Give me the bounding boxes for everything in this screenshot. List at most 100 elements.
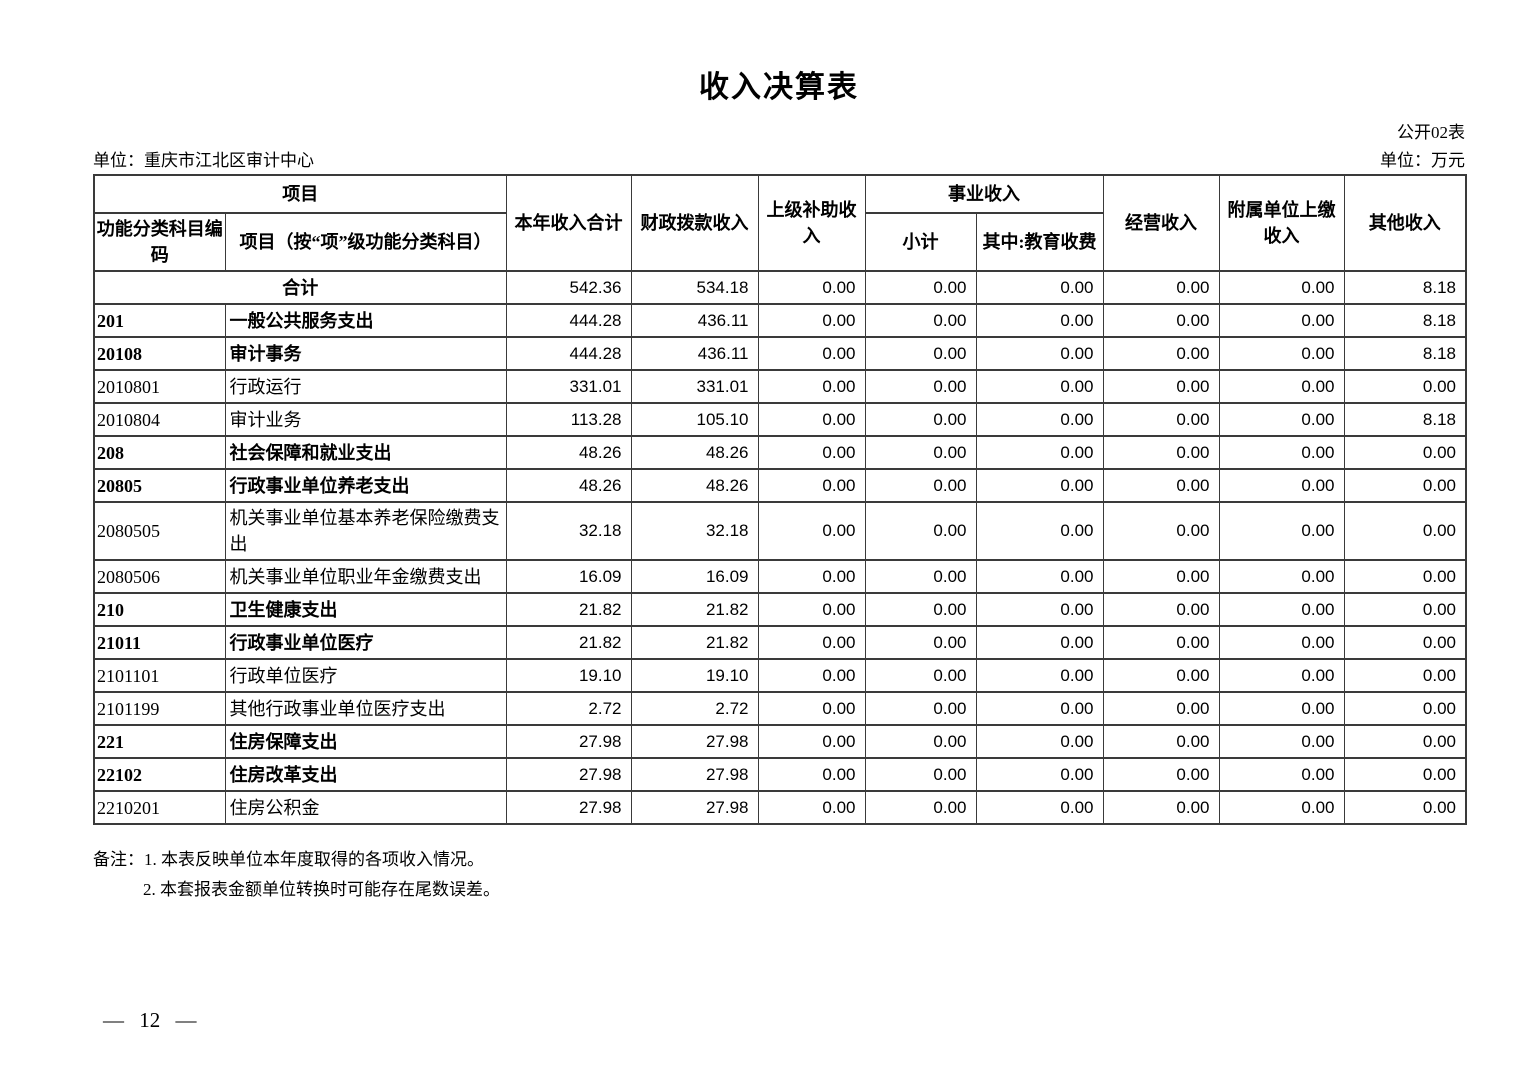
row-value: 0.00 bbox=[1343, 592, 1467, 627]
row-value: 0.00 bbox=[1102, 468, 1220, 503]
row-name: 其他行政事业单位医疗支出 bbox=[224, 691, 507, 726]
row-value: 21.82 bbox=[505, 592, 632, 627]
table-row: 21011 行政事业单位医疗 21.82 21.82 0.00 0.00 0.00 0.00 0… bbox=[93, 625, 1467, 660]
row-value: 0.00 bbox=[864, 559, 977, 594]
page-number: — 12 — bbox=[103, 1008, 197, 1032]
row-value: 0.00 bbox=[975, 625, 1104, 660]
row-value: 0.00 bbox=[975, 757, 1104, 792]
row-value: 0.00 bbox=[975, 501, 1104, 561]
row-code: 22102 bbox=[93, 757, 226, 792]
header-subtotal: 小计 bbox=[864, 212, 977, 272]
row-value: 0.00 bbox=[1343, 625, 1467, 660]
row-code: 2080506 bbox=[93, 559, 226, 594]
row-name: 机关事业单位职业年金缴费支出 bbox=[224, 559, 507, 594]
row-value: 21.82 bbox=[630, 625, 759, 660]
table-row: 2010801 行政运行 331.01 331.01 0.00 0.00 0.00 0.00 0… bbox=[93, 369, 1467, 404]
row-value: 436.11 bbox=[630, 336, 759, 371]
row-value: 21.82 bbox=[630, 592, 759, 627]
row-code: 2010804 bbox=[93, 402, 226, 437]
row-value: 0.00 bbox=[1102, 303, 1220, 338]
row-value: 0.00 bbox=[1102, 691, 1220, 726]
row-name: 住房公积金 bbox=[224, 790, 507, 825]
row-name: 审计业务 bbox=[224, 402, 507, 437]
row-value: 0.00 bbox=[1102, 369, 1220, 404]
header-other-income: 其他收入 bbox=[1343, 174, 1467, 272]
row-value: 0.00 bbox=[975, 592, 1104, 627]
table-row: 20805 行政事业单位养老支出 48.26 48.26 0.00 0.00 0.00 0.0… bbox=[93, 468, 1467, 503]
row-code: 2101101 bbox=[93, 658, 226, 693]
row-value: 8.18 bbox=[1343, 270, 1467, 305]
table-row: 2080506 机关事业单位职业年金缴费支出 16.09 16.09 0.00 0.00 0… bbox=[93, 559, 1467, 594]
row-value: 0.00 bbox=[1343, 790, 1467, 825]
row-value: 0.00 bbox=[1218, 790, 1345, 825]
row-value: 8.18 bbox=[1343, 402, 1467, 437]
row-value: 0.00 bbox=[1102, 790, 1220, 825]
row-value: 331.01 bbox=[630, 369, 759, 404]
row-code: 2101199 bbox=[93, 691, 226, 726]
row-value: 0.00 bbox=[1102, 270, 1220, 305]
table-row: 合计 542.36 534.18 0.00 0.00 0.00 0.00 0.00 8.18 bbox=[93, 270, 1467, 305]
row-value: 0.00 bbox=[864, 501, 977, 561]
row-value: 16.09 bbox=[505, 559, 632, 594]
page-title: 收入决算表 bbox=[699, 71, 859, 104]
row-value: 444.28 bbox=[505, 303, 632, 338]
row-value: 0.00 bbox=[1218, 501, 1345, 561]
row-value: 0.00 bbox=[757, 468, 866, 503]
row-value: 0.00 bbox=[1343, 757, 1467, 792]
row-name: 审计事务 bbox=[224, 336, 507, 371]
row-value: 0.00 bbox=[1218, 369, 1345, 404]
row-value: 0.00 bbox=[975, 468, 1104, 503]
table-row: 221 住房保障支出 27.98 27.98 0.00 0.00 0.00 0.00 0.00 0… bbox=[93, 724, 1467, 759]
row-value: 0.00 bbox=[757, 691, 866, 726]
row-value: 48.26 bbox=[630, 468, 759, 503]
row-value: 0.00 bbox=[975, 270, 1104, 305]
row-value: 0.00 bbox=[1102, 501, 1220, 561]
row-value: 0.00 bbox=[1218, 658, 1345, 693]
row-name: 社会保障和就业支出 bbox=[224, 435, 507, 470]
row-value: 2.72 bbox=[630, 691, 759, 726]
row-name: 行政事业单位养老支出 bbox=[224, 468, 507, 503]
row-value: 0.00 bbox=[1343, 468, 1467, 503]
header-superior-subsidy: 上级补助收入 bbox=[757, 174, 866, 272]
row-value: 16.09 bbox=[630, 559, 759, 594]
row-value: 0.00 bbox=[864, 790, 977, 825]
table-row: 2101199 其他行政事业单位医疗支出 2.72 2.72 0.00 0.00 0.00 0… bbox=[93, 691, 1467, 726]
row-value: 0.00 bbox=[864, 592, 977, 627]
row-value: 0.00 bbox=[975, 303, 1104, 338]
row-value: 0.00 bbox=[1218, 691, 1345, 726]
row-value: 0.00 bbox=[975, 369, 1104, 404]
row-value: 2.72 bbox=[505, 691, 632, 726]
row-name: 卫生健康支出 bbox=[224, 592, 507, 627]
row-value: 48.26 bbox=[505, 435, 632, 470]
row-value: 0.00 bbox=[1343, 501, 1467, 561]
row-value: 113.28 bbox=[505, 402, 632, 437]
row-value: 19.10 bbox=[505, 658, 632, 693]
row-value: 0.00 bbox=[864, 336, 977, 371]
row-value: 48.26 bbox=[505, 468, 632, 503]
row-code: 20805 bbox=[93, 468, 226, 503]
row-value: 105.10 bbox=[630, 402, 759, 437]
row-value: 0.00 bbox=[757, 270, 866, 305]
row-value: 0.00 bbox=[1218, 270, 1345, 305]
table-row: 2101101 行政单位医疗 19.10 19.10 0.00 0.00 0.00 0.00 0… bbox=[93, 658, 1467, 693]
row-value: 32.18 bbox=[505, 501, 632, 561]
row-value: 0.00 bbox=[1343, 435, 1467, 470]
row-code: 221 bbox=[93, 724, 226, 759]
row-value: 0.00 bbox=[1218, 625, 1345, 660]
row-value: 0.00 bbox=[757, 303, 866, 338]
row-value: 0.00 bbox=[1218, 402, 1345, 437]
meta-line: 单位：重庆市江北区审计中心 单位：万元 bbox=[93, 146, 1465, 171]
row-value: 0.00 bbox=[864, 369, 977, 404]
header-function-code: 功能分类科目编码 bbox=[93, 212, 226, 272]
row-value: 0.00 bbox=[757, 592, 866, 627]
row-code: 2080505 bbox=[93, 501, 226, 561]
row-value: 0.00 bbox=[975, 402, 1104, 437]
row-value: 0.00 bbox=[975, 658, 1104, 693]
row-value: 0.00 bbox=[757, 757, 866, 792]
row-code: 2210201 bbox=[93, 790, 226, 825]
row-value: 32.18 bbox=[630, 501, 759, 561]
row-value: 0.00 bbox=[757, 501, 866, 561]
org-unit-label: 单位：重庆市江北区审计中心 bbox=[93, 151, 314, 170]
row-value: 19.10 bbox=[630, 658, 759, 693]
row-name: 行政单位医疗 bbox=[224, 658, 507, 693]
